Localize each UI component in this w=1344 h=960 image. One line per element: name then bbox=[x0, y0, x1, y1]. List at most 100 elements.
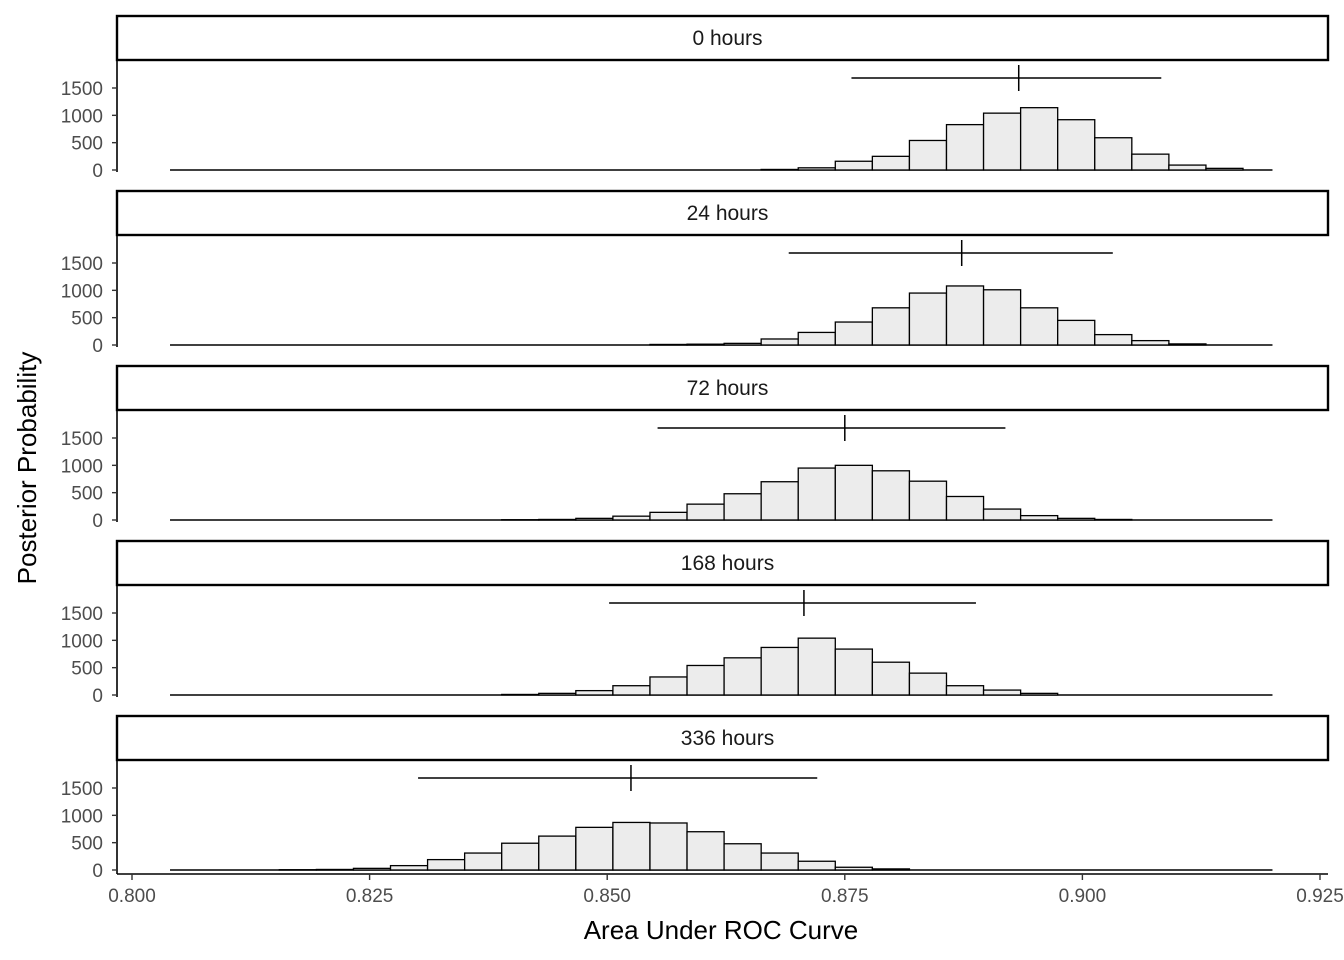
x-tick-label: 0.850 bbox=[583, 886, 631, 907]
histogram-bar bbox=[575, 517, 614, 521]
histogram-bar bbox=[871, 155, 911, 171]
y-tick-label: 1000 bbox=[61, 281, 103, 302]
histogram-bar bbox=[945, 123, 985, 171]
y-tick-label: 0 bbox=[92, 511, 103, 532]
histogram-bar bbox=[612, 515, 651, 521]
facet-strip bbox=[115, 364, 1330, 412]
histogram-bar bbox=[389, 864, 429, 871]
y-tick-label: 1500 bbox=[61, 254, 103, 275]
y-tick-label: 500 bbox=[71, 484, 103, 505]
panel-4: 336 hours 0 500 1000 1500 bbox=[61, 714, 1330, 882]
histogram-bar bbox=[760, 852, 799, 871]
histogram-bar bbox=[760, 168, 799, 171]
y-tick-label: 0 bbox=[92, 861, 103, 882]
x-tick-label: 0.900 bbox=[1059, 886, 1107, 907]
histogram-bar bbox=[982, 289, 1022, 346]
histogram-bar bbox=[834, 464, 874, 521]
facet-strip-label: 24 hours bbox=[687, 202, 769, 225]
y-tick-label: 1000 bbox=[61, 456, 103, 477]
histogram-bar bbox=[1019, 514, 1059, 521]
histogram-bar bbox=[538, 518, 577, 521]
histogram-bar bbox=[834, 648, 874, 696]
histogram-bar bbox=[871, 868, 911, 871]
histogram-bar bbox=[797, 467, 836, 521]
facet-strip-label: 336 hours bbox=[681, 727, 774, 750]
histogram-bar bbox=[723, 843, 762, 871]
histogram-bar bbox=[908, 672, 948, 696]
y-tick-label: 500 bbox=[71, 309, 103, 330]
histogram-bar bbox=[315, 868, 355, 871]
histogram-bar bbox=[538, 835, 577, 871]
histogram-bar bbox=[871, 470, 911, 521]
panel-0: 0 hours 0 500 1000 1500 bbox=[61, 14, 1330, 182]
x-tick-label: 0.825 bbox=[346, 886, 394, 907]
facet-strip bbox=[115, 714, 1330, 762]
histogram-bar bbox=[723, 493, 762, 521]
histogram-bar bbox=[612, 685, 651, 696]
facet-strip bbox=[115, 189, 1330, 237]
histogram-bar bbox=[575, 826, 614, 871]
histogram-bar bbox=[463, 852, 503, 871]
histogram-bar bbox=[871, 307, 911, 346]
histogram-bar bbox=[834, 866, 874, 871]
histogram-bar bbox=[834, 321, 874, 346]
histogram-bar bbox=[649, 822, 688, 871]
y-tick-label: 0 bbox=[92, 686, 103, 707]
histogram-bar bbox=[797, 331, 836, 346]
x-tick-label: 0.925 bbox=[1296, 886, 1344, 907]
facet-strip-label: 0 hours bbox=[692, 27, 762, 50]
facet-strip bbox=[115, 539, 1330, 587]
histogram-bar bbox=[1094, 137, 1133, 171]
x-tick-label: 0.800 bbox=[108, 886, 156, 907]
histogram-bar bbox=[686, 503, 725, 521]
histogram-bar bbox=[1094, 333, 1133, 346]
histogram-bar bbox=[1057, 517, 1096, 521]
y-tick-label: 1500 bbox=[61, 429, 103, 450]
y-tick-label: 500 bbox=[71, 834, 103, 855]
histogram-bar bbox=[1168, 164, 1207, 171]
y-tick-label: 1000 bbox=[61, 806, 103, 827]
facet-strip-label: 168 hours bbox=[681, 552, 774, 575]
facet-strip-label: 72 hours bbox=[687, 377, 769, 400]
histogram-bar bbox=[1168, 343, 1207, 346]
facet-strip bbox=[115, 14, 1330, 62]
histogram-bar bbox=[1019, 307, 1059, 346]
y-tick-label: 500 bbox=[71, 659, 103, 680]
histogram-bar bbox=[945, 685, 985, 696]
histogram-bar bbox=[686, 831, 725, 871]
histogram-bar bbox=[649, 676, 688, 696]
histogram-bar bbox=[1094, 518, 1133, 521]
histogram-bar bbox=[797, 167, 836, 171]
x-axis-title: Area Under ROC Curve bbox=[584, 915, 859, 945]
histogram-bar bbox=[797, 860, 836, 871]
histogram-bar bbox=[1057, 119, 1096, 171]
histogram-bar bbox=[834, 160, 874, 171]
y-tick-label: 1000 bbox=[61, 106, 103, 127]
x-tick-label: 0.875 bbox=[821, 886, 869, 907]
y-tick-label: 0 bbox=[92, 161, 103, 182]
histogram-bar bbox=[797, 637, 836, 696]
histogram-bar bbox=[908, 480, 948, 521]
panel-3: 168 hours 0 500 1000 1500 bbox=[61, 539, 1330, 707]
histogram-bar bbox=[1057, 319, 1096, 346]
histogram-bar bbox=[982, 112, 1022, 171]
histogram-bar bbox=[352, 867, 392, 871]
y-tick-label: 1500 bbox=[61, 779, 103, 800]
histogram-bar bbox=[426, 858, 466, 871]
histogram-bar bbox=[501, 693, 540, 696]
panel-1: 24 hours 0 500 1000 1500 bbox=[61, 189, 1330, 357]
y-tick-label: 1500 bbox=[61, 604, 103, 625]
histogram-bar bbox=[575, 689, 614, 696]
panels: 0 hours 0 500 1000 1500 24 hours 0 500 1000 1500 7… bbox=[61, 14, 1330, 882]
x-axis: 0.800 0.825 0.850 0.875 0.900 0.925 bbox=[108, 873, 1344, 907]
histogram-bar bbox=[1205, 167, 1244, 171]
histogram-bar bbox=[686, 343, 725, 346]
histogram-bar bbox=[686, 664, 725, 696]
histogram-bar bbox=[612, 821, 651, 871]
y-tick-label: 0 bbox=[92, 336, 103, 357]
histogram-bar bbox=[982, 508, 1022, 521]
histogram-bar bbox=[982, 689, 1022, 696]
histogram-bar bbox=[723, 657, 762, 696]
histogram-bar bbox=[723, 342, 762, 346]
